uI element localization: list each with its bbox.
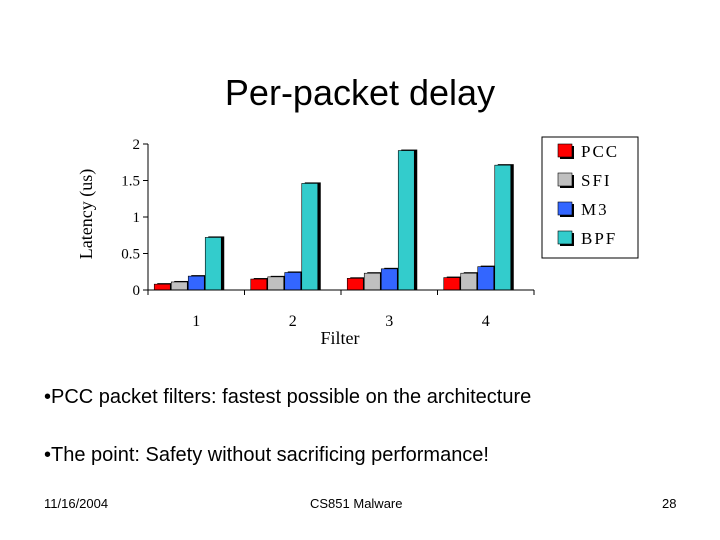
y-axis: 0 0.5 1 1.5 2 xyxy=(121,137,149,299)
bullet-2: •The point: Safety without sacrificing p… xyxy=(44,444,489,466)
footer-page-number: 28 xyxy=(662,496,677,511)
bar-pcc-filter-2 xyxy=(250,278,268,291)
footer-course: CS851 Malware xyxy=(310,496,403,511)
bar-sfi-filter-4 xyxy=(460,272,478,291)
legend-swatch-pcc xyxy=(557,143,573,158)
legend: PCC SFI M3 BPF xyxy=(541,136,639,259)
y-tick-label: 1 xyxy=(133,210,141,226)
footer-date: 11/16/2004 xyxy=(44,496,109,511)
x-tick-label: 1 xyxy=(192,313,200,330)
bullet-1: •PCC packet filters: fastest possible on… xyxy=(44,386,532,408)
y-axis-label: Latency (us) xyxy=(76,169,97,259)
x-tick-label: 4 xyxy=(482,313,490,330)
bar-sfi-filter-3 xyxy=(363,272,381,291)
bar-pcc-filter-1 xyxy=(153,283,171,291)
bar-m3-filter-1 xyxy=(187,275,205,291)
bar-bpf-filter-2 xyxy=(301,183,319,291)
legend-label-sfi: SFI xyxy=(581,171,612,190)
bar-m3-filter-4 xyxy=(477,266,495,291)
y-tick-label: 2 xyxy=(133,137,141,153)
legend-swatch-sfi xyxy=(557,172,573,187)
bar-sfi-filter-2 xyxy=(267,276,285,291)
x-tick-label: 3 xyxy=(385,313,393,330)
legend-label-bpf: BPF xyxy=(581,229,617,248)
legend-swatch-m3 xyxy=(557,201,573,216)
legend-label-pcc: PCC xyxy=(581,142,619,161)
bar-m3-filter-3 xyxy=(380,268,398,291)
x-tick-label: 2 xyxy=(289,313,297,330)
bar-pcc-filter-4 xyxy=(443,277,461,291)
bars xyxy=(153,149,514,291)
bar-bpf-filter-1 xyxy=(204,237,222,291)
x-axis-label: Filter xyxy=(321,328,360,348)
slide-title: Per-packet delay xyxy=(224,72,496,113)
y-tick-label: 0 xyxy=(133,283,141,299)
bar-bpf-filter-3 xyxy=(397,150,415,291)
bar-m3-filter-2 xyxy=(284,272,302,291)
bar-pcc-filter-3 xyxy=(346,278,364,291)
bar-sfi-filter-1 xyxy=(170,281,188,291)
bar-bpf-filter-4 xyxy=(494,164,512,291)
y-tick-label: 1.5 xyxy=(121,174,140,190)
legend-swatch-bpf xyxy=(557,230,573,245)
x-axis: 1 2 3 4 xyxy=(147,289,535,330)
legend-label-m3: M3 xyxy=(581,200,609,219)
y-tick-label: 0.5 xyxy=(121,247,140,263)
